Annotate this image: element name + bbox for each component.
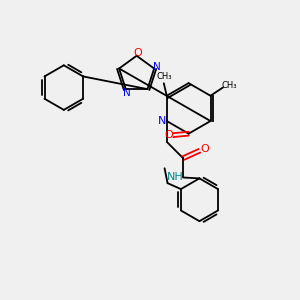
Text: N: N <box>153 62 161 72</box>
Text: O: O <box>164 130 173 140</box>
Text: O: O <box>134 48 142 59</box>
Text: CH₃: CH₃ <box>222 81 237 90</box>
Text: N: N <box>123 88 131 98</box>
Text: CH₃: CH₃ <box>156 72 172 81</box>
Text: O: O <box>200 144 209 154</box>
Text: NH: NH <box>167 172 183 182</box>
Text: N: N <box>158 116 166 126</box>
